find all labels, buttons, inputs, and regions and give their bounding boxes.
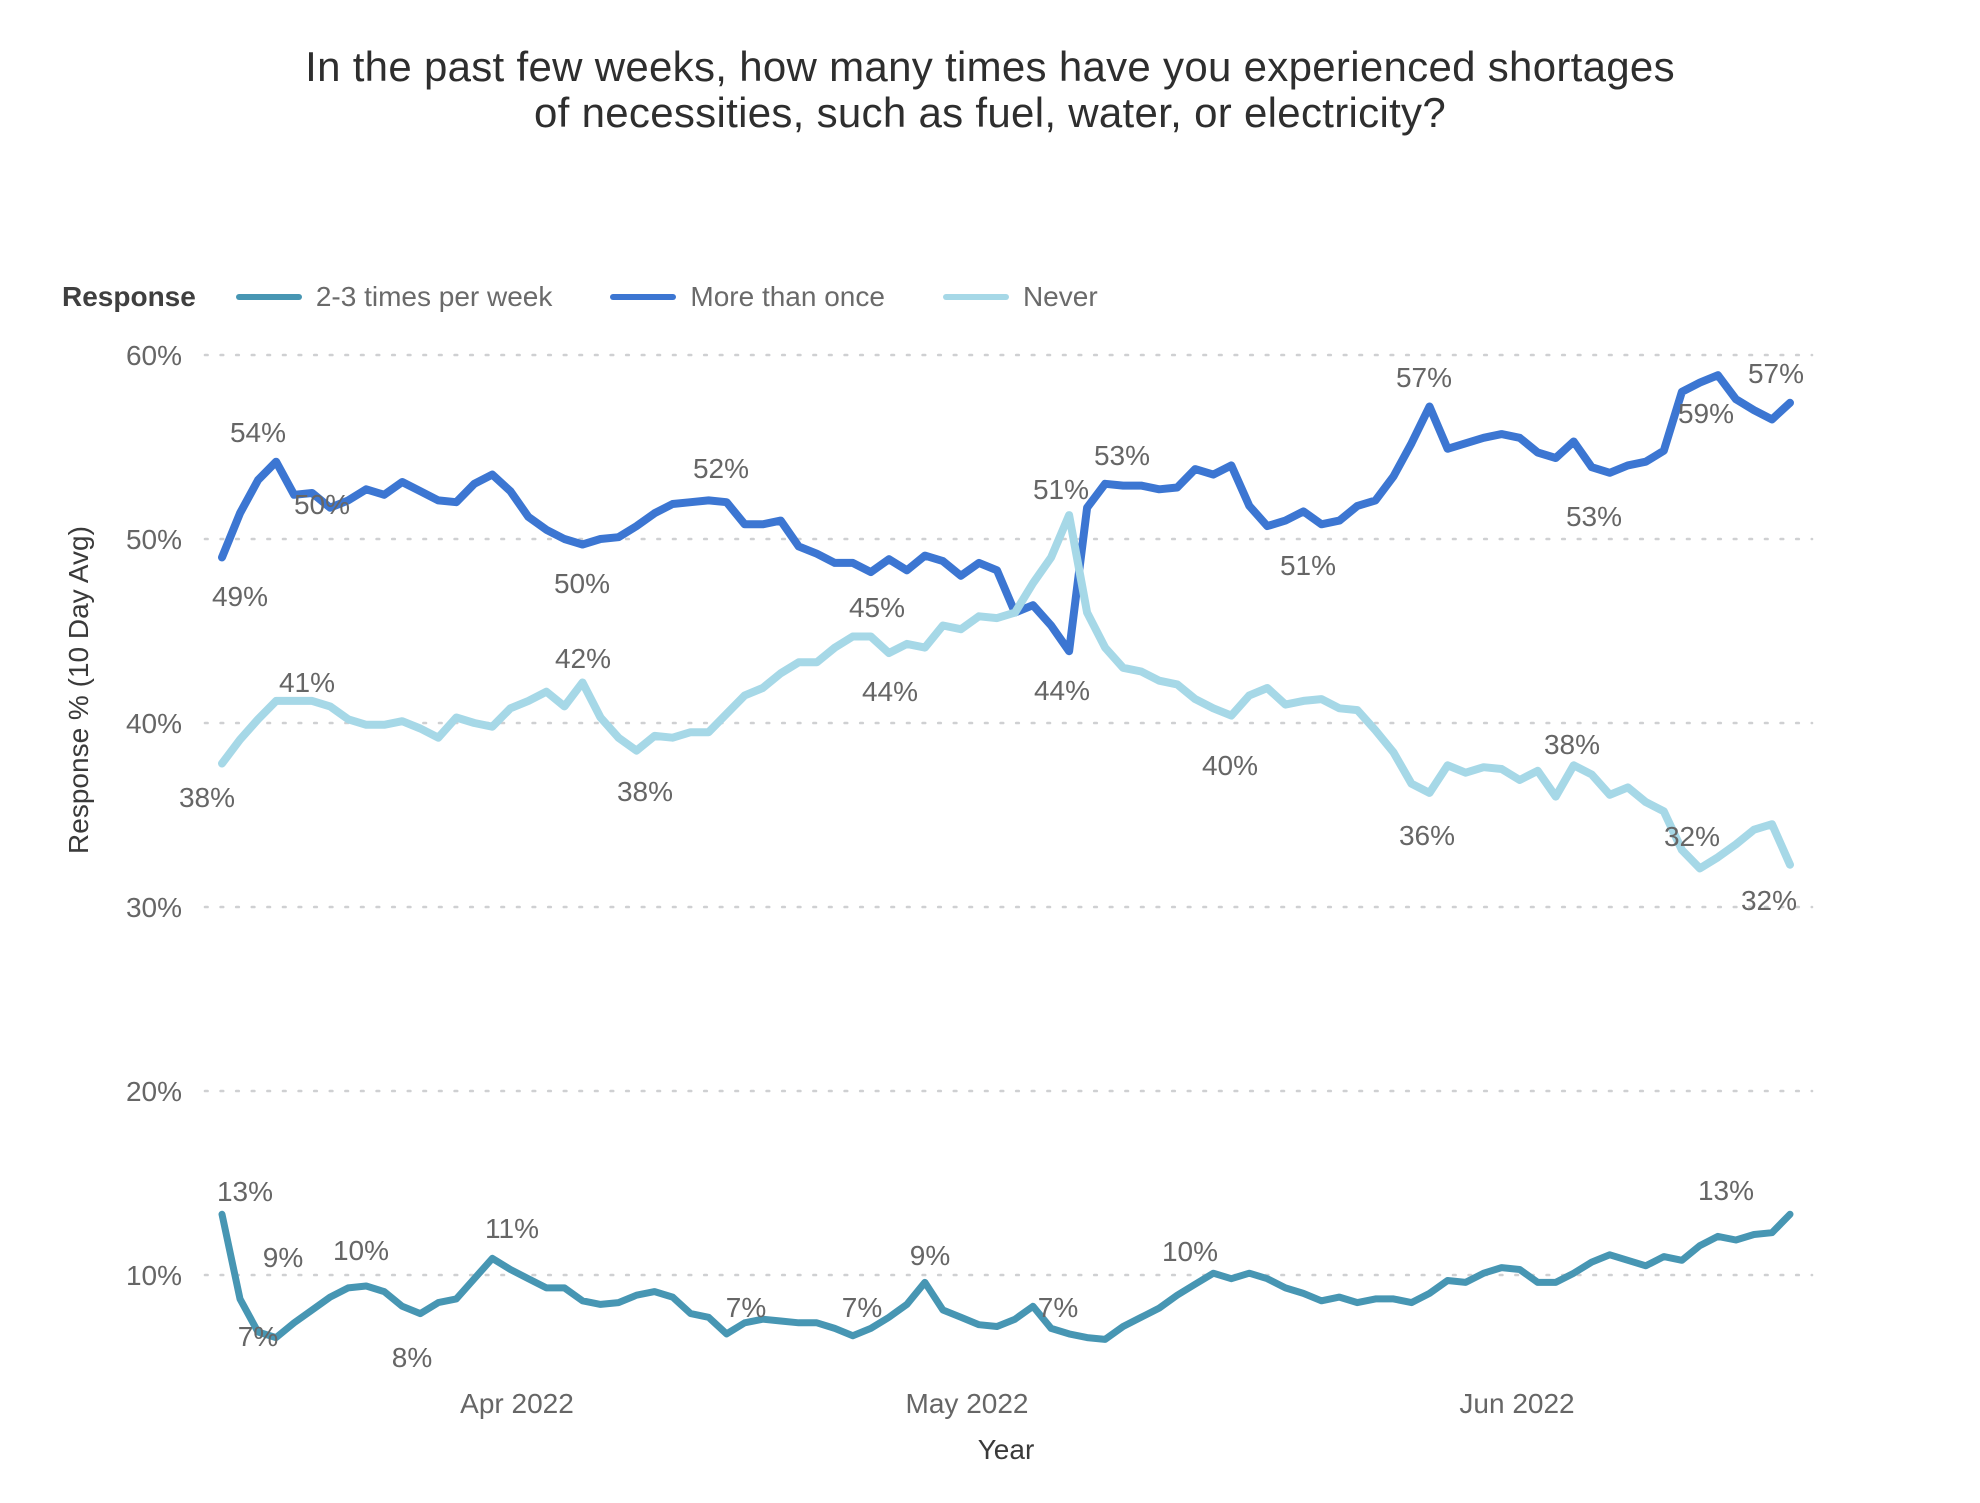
x-axis-title: Year <box>978 1434 1035 1465</box>
data-label-More-than-once-11: 59% <box>1678 398 1734 429</box>
data-label-Never-19: 40% <box>1202 750 1258 781</box>
legend-swatch-icon <box>610 294 677 300</box>
legend-item-2[interactable]: Never <box>942 281 1098 313</box>
data-label-More-than-once-8: 51% <box>1280 550 1336 581</box>
data-label-Never-20: 36% <box>1399 820 1455 851</box>
x-tick-Apr-2022: Apr 2022 <box>460 1388 574 1419</box>
y-tick-60%: 60% <box>126 340 182 371</box>
data-label-2-3-times-per-week-32: 9% <box>910 1240 950 1271</box>
data-label-2-3-times-per-week-34: 10% <box>1162 1236 1218 1267</box>
data-label-Never-15: 42% <box>555 643 611 674</box>
y-tick-50%: 50% <box>126 524 182 555</box>
data-label-More-than-once-0: 49% <box>212 581 268 612</box>
legend-item-label: Never <box>1022 281 1098 312</box>
chart-title-line1: In the past few weeks, how many times ha… <box>305 43 1675 90</box>
data-label-Never-21: 38% <box>1544 729 1600 760</box>
series-line-Never[interactable] <box>218 511 1794 873</box>
data-label-2-3-times-per-week-26: 9% <box>263 1242 303 1273</box>
data-label-2-3-times-per-week-24: 13% <box>217 1176 273 1207</box>
data-label-2-3-times-per-week-31: 7% <box>842 1292 882 1323</box>
legend-item-label: More than once <box>690 281 885 312</box>
legend-swatch-icon <box>942 294 1009 300</box>
series-line-2-3-times-per-week[interactable] <box>218 1210 1794 1343</box>
data-label-More-than-once-5: 45% <box>849 592 905 623</box>
data-label-2-3-times-per-week-28: 8% <box>392 1342 432 1373</box>
data-label-Never-23: 32% <box>1741 885 1797 916</box>
y-tick-40%: 40% <box>126 708 182 739</box>
data-label-More-than-once-10: 53% <box>1566 501 1622 532</box>
y-tick-20%: 20% <box>126 1076 182 1107</box>
x-tick-May-2022: May 2022 <box>906 1388 1029 1419</box>
x-tick-Jun-2022: Jun 2022 <box>1459 1388 1574 1419</box>
data-label-2-3-times-per-week-27: 10% <box>333 1235 389 1266</box>
legend-title: Response <box>62 281 196 312</box>
data-label-More-than-once-1: 54% <box>230 417 286 448</box>
data-label-More-than-once-6: 44% <box>1034 675 1090 706</box>
y-tick-10%: 10% <box>126 1260 182 1291</box>
data-label-2-3-times-per-week-35: 13% <box>1698 1175 1754 1206</box>
data-label-2-3-times-per-week-25: 7% <box>238 1321 278 1352</box>
data-label-More-than-once-7: 53% <box>1094 440 1150 471</box>
data-label-2-3-times-per-week-30: 7% <box>726 1292 766 1323</box>
data-label-More-than-once-3: 50% <box>554 568 610 599</box>
legend: Response 2-3 times per week More than onc… <box>62 280 1156 314</box>
data-label-2-3-times-per-week-33: 7% <box>1038 1292 1078 1323</box>
y-axis-title: Response % (10 Day Avg) <box>63 526 94 854</box>
chart-title: In the past few weeks, how many times ha… <box>0 44 1980 136</box>
legend-item-1[interactable]: More than once <box>610 281 885 313</box>
data-label-2-3-times-per-week-29: 11% <box>485 1213 539 1244</box>
data-label-Never-22: 32% <box>1664 821 1720 852</box>
data-label-Never-16: 38% <box>617 776 673 807</box>
legend-swatch-icon <box>235 294 302 300</box>
data-label-Never-13: 38% <box>179 782 235 813</box>
data-label-More-than-once-12: 57% <box>1748 358 1804 389</box>
legend-item-label: 2-3 times per week <box>315 281 553 312</box>
data-label-Never-17: 44% <box>862 676 918 707</box>
legend-item-0[interactable]: 2-3 times per week <box>235 281 553 313</box>
data-label-Never-14: 41% <box>279 667 335 698</box>
data-label-More-than-once-4: 52% <box>693 453 749 484</box>
data-label-More-than-once-2: 50% <box>294 489 350 520</box>
data-label-More-than-once-9: 57% <box>1396 362 1452 393</box>
chart-title-line2: of necessities, such as fuel, water, or … <box>534 89 1446 136</box>
y-tick-30%: 30% <box>126 892 182 923</box>
series-line-More-than-once[interactable] <box>218 371 1794 656</box>
data-label-Never-18: 51% <box>1033 474 1089 505</box>
